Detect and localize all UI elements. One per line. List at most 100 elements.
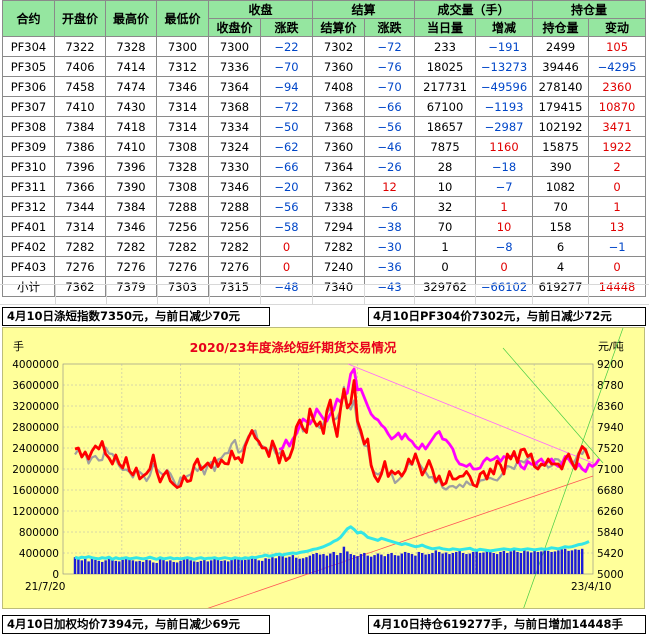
table-cell: 7256 (208, 216, 261, 237)
volume-bar (274, 558, 278, 574)
volume-bar (165, 561, 169, 574)
volume-bar (570, 550, 574, 574)
volume-bar (107, 558, 111, 574)
table-cell: −8 (475, 236, 534, 257)
table-cell: 233 (414, 36, 477, 57)
volume-bar (104, 560, 107, 574)
volume-bar (509, 551, 512, 574)
table-cell: 7256 (156, 216, 209, 237)
table-cell: 0 (588, 176, 647, 197)
sheet-gridline (364, 284, 365, 304)
table-cell: 7282 (54, 236, 106, 257)
table-cell: 7276 (156, 256, 209, 277)
table-cell: 7300 (156, 36, 209, 57)
table-cell: 7410 (54, 96, 106, 117)
table-cell: 小计 (2, 276, 55, 297)
table-cell: 7875 (414, 136, 477, 157)
header-group-oi: 持仓量 (532, 0, 647, 19)
table-cell: −70 (364, 76, 416, 97)
table-cell: 7418 (105, 116, 157, 137)
left-tick-label: 1600000 (12, 485, 59, 497)
table-row: PF307 7410 7430 7314 7368 −72 7368 −66 67100 −119… (2, 96, 647, 117)
table-row: PF402 7282 7282 7282 7282 0 7282 −30 1 −8 6 −1 (2, 236, 647, 257)
volume-bar (417, 551, 421, 574)
table-cell: 1922 (588, 136, 647, 157)
table-cell: 2 (588, 156, 647, 177)
table-cell: 67100 (414, 96, 477, 117)
volume-bar (424, 554, 427, 574)
volume-bar (502, 550, 506, 574)
table-cell: 1 (414, 236, 477, 257)
volume-bar (213, 558, 216, 574)
volume-bar (451, 553, 455, 574)
table-cell: 7303 (156, 276, 209, 297)
volume-bar (339, 553, 342, 574)
table-row: PF312 7344 7384 7288 7288 −56 7338 −6 32 1 70 1 (2, 196, 647, 217)
volume-bar (441, 553, 444, 574)
chart-panel: 4000000 9200 3600000 8780 3200000 8360 2800000… (2, 327, 645, 609)
table-cell: 7308 (156, 136, 209, 157)
table-cell: 7334 (208, 116, 261, 137)
sheet-gridline (157, 284, 158, 304)
volume-bar (499, 551, 502, 574)
volume-bar (560, 549, 563, 574)
volume-bar (90, 558, 94, 574)
volume-bar (536, 551, 540, 574)
volume-bar (192, 561, 196, 574)
volume-bar (550, 551, 553, 574)
volume-bar (223, 560, 226, 574)
summary-weighted-avg-box: 4月10日加权均价7394元，与前日减少69元 (2, 615, 270, 634)
sheet-gridline (260, 284, 261, 304)
volume-bar (196, 561, 199, 574)
table-cell: 7282 (156, 236, 209, 257)
volume-bar (83, 558, 87, 574)
table-cell: 7474 (105, 76, 157, 97)
right-tick-label: 5000 (597, 569, 624, 581)
volume-bar (523, 550, 526, 574)
left-tick-label: 2800000 (12, 422, 59, 434)
table-cell: −20 (259, 176, 314, 197)
table-cell: −50 (259, 116, 314, 137)
table-cell: 7276 (208, 256, 261, 277)
table-cell: −26 (364, 156, 416, 177)
volume-bar (475, 551, 478, 574)
table-cell: 7336 (208, 56, 261, 77)
table-row: PF306 7458 7474 7346 7364 −94 7408 −70 217731 −49… (2, 76, 647, 97)
volume-bar (261, 560, 264, 574)
volume-bar (472, 551, 475, 574)
table-cell: 28 (414, 156, 477, 177)
table-row: PF310 7396 7396 7328 7330 −66 7364 −26 28 −18 390 2 (2, 156, 647, 177)
volume-bar (438, 551, 441, 574)
volume-bar (346, 551, 349, 574)
table-cell: 13 (588, 216, 647, 237)
table-cell: 7362 (54, 276, 106, 297)
table-cell: 7396 (54, 156, 106, 177)
header-group-close: 收盘 (207, 0, 314, 19)
table-cell: 0 (588, 256, 647, 277)
right-tick-label: 7100 (597, 464, 624, 476)
table-cell: 7368 (312, 116, 366, 137)
table-cell: 7396 (105, 156, 157, 177)
volume-bar (315, 553, 318, 574)
sheet-gridline (0, 284, 649, 285)
table-cell: 7302 (312, 36, 366, 57)
header-cell: 最高价 (105, 0, 157, 37)
header-cell: 当日量 (414, 18, 477, 37)
table-cell: −2987 (475, 116, 534, 137)
volume-bar (257, 560, 261, 574)
table-cell: 102192 (532, 116, 590, 137)
volume-bar (87, 561, 90, 574)
table-cell: −94 (259, 76, 314, 97)
right-tick-label: 7940 (597, 422, 624, 434)
table-cell: 1 (588, 196, 647, 217)
left-tick-label: 400000 (19, 548, 59, 560)
volume-bar (77, 559, 80, 574)
volume-bar (182, 559, 186, 574)
table-cell: 1160 (475, 136, 534, 157)
volume-bar (80, 560, 84, 574)
volume-bar (220, 560, 223, 574)
table-cell: PF306 (2, 76, 55, 97)
volume-bar (393, 555, 397, 574)
table-cell: 39446 (532, 56, 590, 77)
